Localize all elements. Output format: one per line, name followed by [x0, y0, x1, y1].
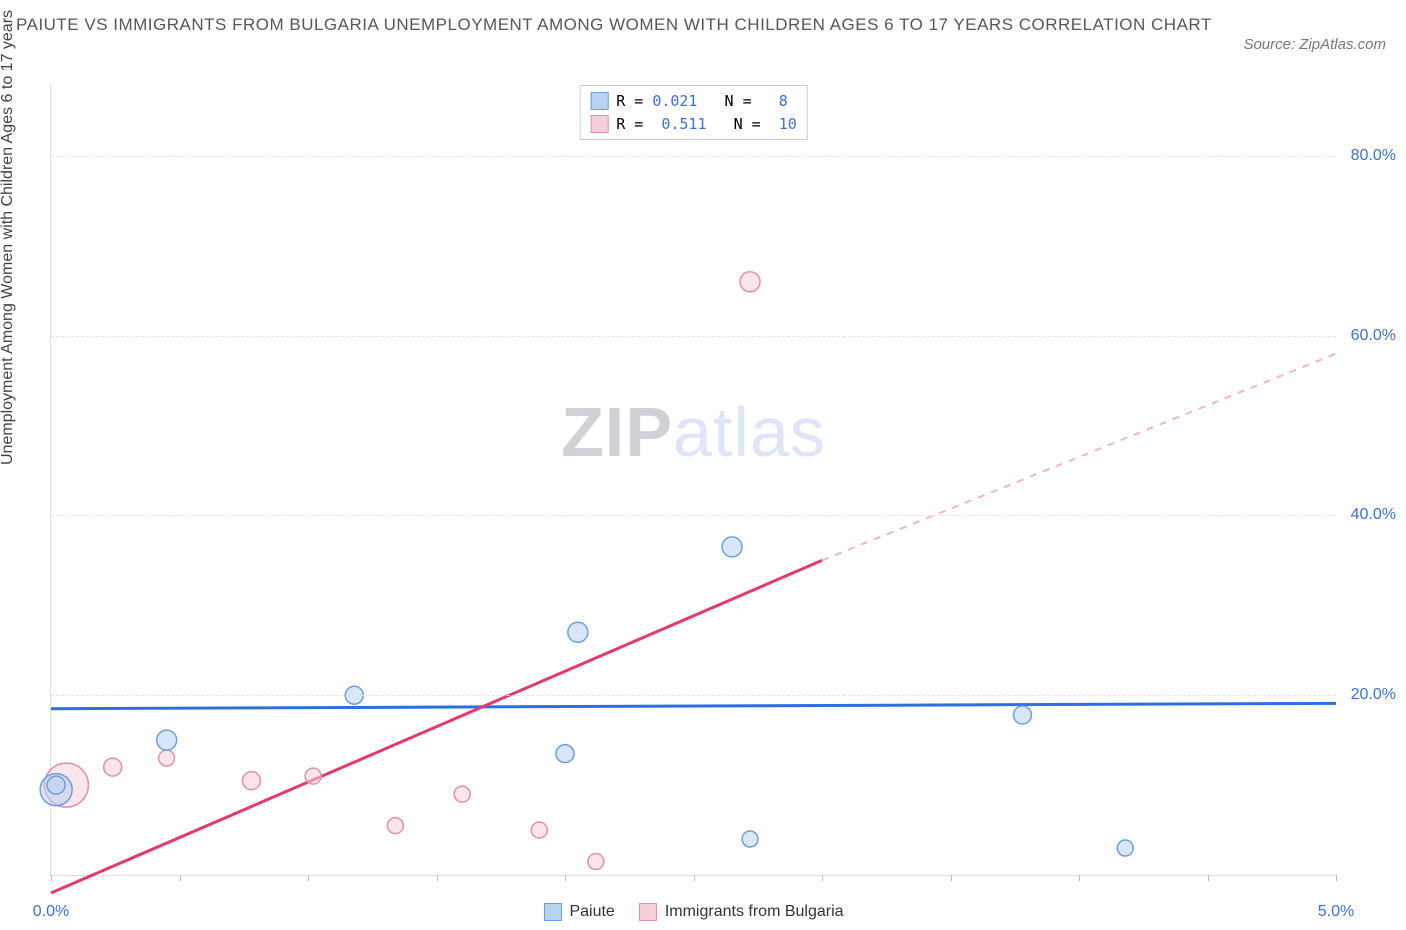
point-bulgaria	[531, 822, 547, 838]
trend-line-paiute	[51, 703, 1336, 708]
legend-swatch	[639, 903, 657, 921]
point-paiute	[568, 622, 588, 642]
grid-line	[51, 515, 1336, 516]
point-paiute	[722, 537, 742, 557]
y-tick-label: 80.0%	[1351, 147, 1396, 165]
trend-line-bulgaria	[51, 560, 822, 893]
legend-swatch	[543, 903, 561, 921]
legend-series-item: Paiute	[543, 903, 614, 921]
grid-line	[51, 695, 1336, 696]
x-tick	[437, 875, 438, 881]
point-bulgaria	[387, 818, 403, 834]
x-tick-label: 0.0%	[33, 903, 69, 921]
legend-correlation-text: R = 0.511 N = 10	[616, 113, 797, 136]
trend-line-bulgaria-extrapolated	[822, 354, 1336, 561]
point-paiute	[1013, 706, 1031, 724]
grid-line	[51, 336, 1336, 337]
legend-correlation-text: R = 0.021 N = 8	[616, 90, 788, 113]
x-tick	[180, 875, 181, 881]
y-tick-label: 40.0%	[1351, 506, 1396, 524]
point-paiute	[556, 745, 574, 763]
point-bulgaria	[740, 272, 760, 292]
x-tick-label: 5.0%	[1318, 903, 1354, 921]
y-tick-label: 60.0%	[1351, 327, 1396, 345]
x-tick	[565, 875, 566, 881]
x-tick	[1336, 875, 1337, 881]
point-bulgaria	[242, 772, 260, 790]
x-tick	[694, 875, 695, 881]
legend-correlation-row: R = 0.021 N = 8	[590, 90, 797, 113]
legend-series-label: Immigrants from Bulgaria	[665, 903, 844, 921]
point-bulgaria	[588, 854, 604, 870]
y-tick-label: 20.0%	[1351, 686, 1396, 704]
legend-correlation-row: R = 0.511 N = 10	[590, 113, 797, 136]
legend-series-item: Immigrants from Bulgaria	[639, 903, 844, 921]
legend-swatch	[590, 92, 608, 110]
point-bulgaria	[305, 768, 321, 784]
point-paiute	[47, 776, 65, 794]
x-tick	[951, 875, 952, 881]
legend-correlation: R = 0.021 N = 8R = 0.511 N = 10	[579, 85, 808, 140]
legend-swatch	[590, 115, 608, 133]
point-bulgaria	[104, 758, 122, 776]
point-paiute	[742, 831, 758, 847]
source-attribution: Source: ZipAtlas.com	[1243, 36, 1386, 53]
legend-series: Paiute Immigrants from Bulgaria	[543, 903, 843, 921]
x-tick	[1208, 875, 1209, 881]
chart-container: PAIUTE VS IMMIGRANTS FROM BULGARIA UNEMP…	[0, 0, 1406, 930]
x-tick	[1079, 875, 1080, 881]
point-bulgaria	[454, 786, 470, 802]
y-axis-label: Unemployment Among Women with Children A…	[0, 10, 17, 465]
plot-area: ZIPatlas R = 0.021 N = 8R = 0.511 N = 10…	[50, 84, 1336, 876]
point-bulgaria	[159, 750, 175, 766]
plot-svg	[51, 84, 1336, 875]
chart-title: PAIUTE VS IMMIGRANTS FROM BULGARIA UNEMP…	[16, 10, 1226, 41]
grid-line	[51, 156, 1336, 157]
legend-series-label: Paiute	[569, 903, 614, 921]
x-tick	[51, 875, 52, 881]
point-paiute	[1117, 840, 1133, 856]
x-tick	[822, 875, 823, 881]
point-paiute	[157, 730, 177, 750]
x-tick	[308, 875, 309, 881]
